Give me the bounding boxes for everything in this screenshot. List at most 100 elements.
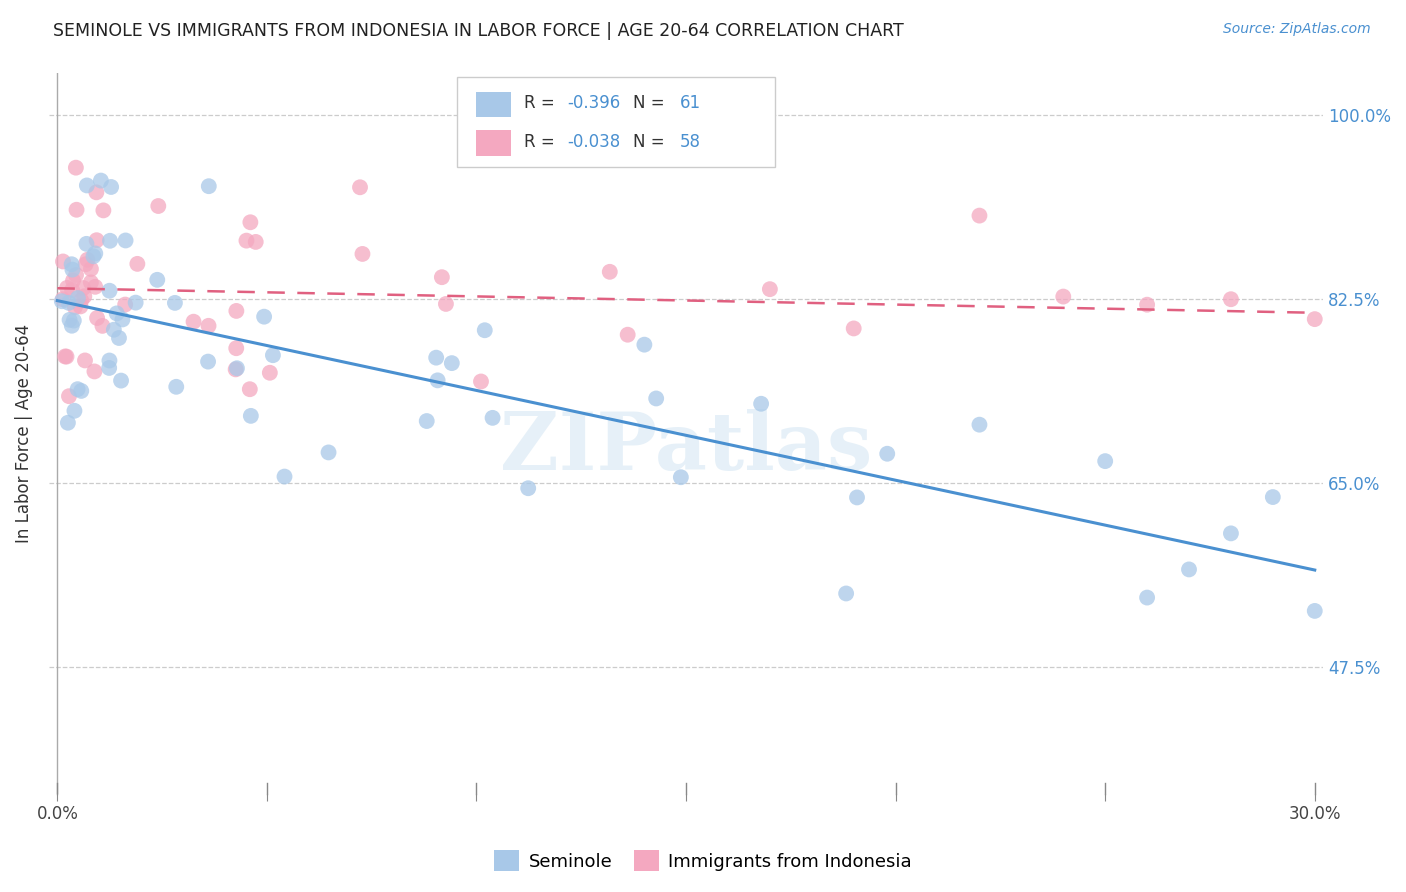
Point xyxy=(163,296,186,310)
Point xyxy=(62,262,84,277)
Point xyxy=(84,246,107,260)
Point xyxy=(318,445,340,459)
Point xyxy=(197,354,219,368)
Point xyxy=(69,300,91,314)
Point xyxy=(83,364,105,378)
Point xyxy=(63,313,86,327)
Point xyxy=(183,315,205,329)
Point xyxy=(93,203,115,218)
Point xyxy=(846,491,869,505)
Point xyxy=(100,180,122,194)
Point xyxy=(426,373,449,387)
Point xyxy=(225,341,247,355)
Point xyxy=(835,586,858,600)
Point xyxy=(76,178,98,193)
Point xyxy=(55,350,77,364)
Point xyxy=(52,292,75,306)
Point xyxy=(98,234,121,248)
Point xyxy=(124,295,146,310)
Point xyxy=(470,375,492,389)
FancyBboxPatch shape xyxy=(457,77,775,167)
Point xyxy=(239,382,262,396)
Point xyxy=(58,389,80,403)
Text: N =: N = xyxy=(633,133,669,151)
Point xyxy=(430,270,453,285)
Text: -0.038: -0.038 xyxy=(568,133,621,151)
Point xyxy=(481,410,503,425)
Point xyxy=(110,374,132,388)
Point xyxy=(239,215,262,229)
Text: 58: 58 xyxy=(679,133,700,151)
Point xyxy=(440,356,463,370)
Point xyxy=(273,469,295,483)
Point xyxy=(1261,490,1284,504)
Point xyxy=(517,481,540,495)
Point xyxy=(842,321,865,335)
Point xyxy=(65,202,87,217)
Point xyxy=(633,337,655,351)
Point xyxy=(63,300,86,314)
Text: SEMINOLE VS IMMIGRANTS FROM INDONESIA IN LABOR FORCE | AGE 20-64 CORRELATION CHA: SEMINOLE VS IMMIGRANTS FROM INDONESIA IN… xyxy=(53,22,904,40)
Point xyxy=(759,282,782,296)
Point xyxy=(1303,604,1326,618)
Text: ZIPatlas: ZIPatlas xyxy=(501,409,872,487)
Point xyxy=(60,257,83,271)
Point xyxy=(82,249,104,263)
Point xyxy=(53,350,76,364)
Point xyxy=(969,417,991,432)
Point xyxy=(58,313,80,327)
Point xyxy=(226,361,249,376)
Point xyxy=(434,297,457,311)
Point xyxy=(63,404,86,418)
Point xyxy=(58,295,80,310)
Point xyxy=(76,252,98,267)
Point xyxy=(235,234,257,248)
Point xyxy=(72,281,94,295)
Point xyxy=(225,362,247,376)
Point xyxy=(1219,292,1241,306)
Point xyxy=(197,318,219,333)
Point xyxy=(259,366,281,380)
Point xyxy=(599,265,621,279)
Point xyxy=(1178,562,1201,576)
Point xyxy=(84,280,107,294)
Point xyxy=(60,318,83,333)
Point xyxy=(75,257,97,271)
Point xyxy=(749,397,772,411)
Point xyxy=(114,234,136,248)
Point xyxy=(352,247,374,261)
Point xyxy=(60,283,83,297)
Point xyxy=(111,312,134,326)
Point xyxy=(66,291,89,305)
Point xyxy=(148,199,170,213)
Point xyxy=(70,384,93,398)
Point xyxy=(616,327,638,342)
Point xyxy=(86,186,108,200)
Point xyxy=(80,262,103,277)
Point xyxy=(75,236,97,251)
Point xyxy=(1094,454,1116,468)
Text: 61: 61 xyxy=(679,94,700,112)
Point xyxy=(51,294,73,309)
Point xyxy=(474,323,496,337)
Point xyxy=(86,233,108,247)
Text: R =: R = xyxy=(524,133,560,151)
Point xyxy=(1219,526,1241,541)
Point xyxy=(969,209,991,223)
Point xyxy=(98,353,121,368)
Point xyxy=(70,293,93,308)
Point xyxy=(66,382,89,396)
Point xyxy=(91,318,114,333)
Point xyxy=(98,360,121,375)
Point xyxy=(62,274,84,288)
Point xyxy=(198,179,221,194)
Point xyxy=(416,414,439,428)
Point xyxy=(349,180,371,194)
Text: N =: N = xyxy=(633,94,669,112)
Legend: Seminole, Immigrants from Indonesia: Seminole, Immigrants from Indonesia xyxy=(486,843,920,879)
Point xyxy=(103,323,125,337)
Point xyxy=(98,284,121,298)
Point xyxy=(86,311,108,326)
Point xyxy=(669,470,692,484)
Point xyxy=(65,161,87,175)
